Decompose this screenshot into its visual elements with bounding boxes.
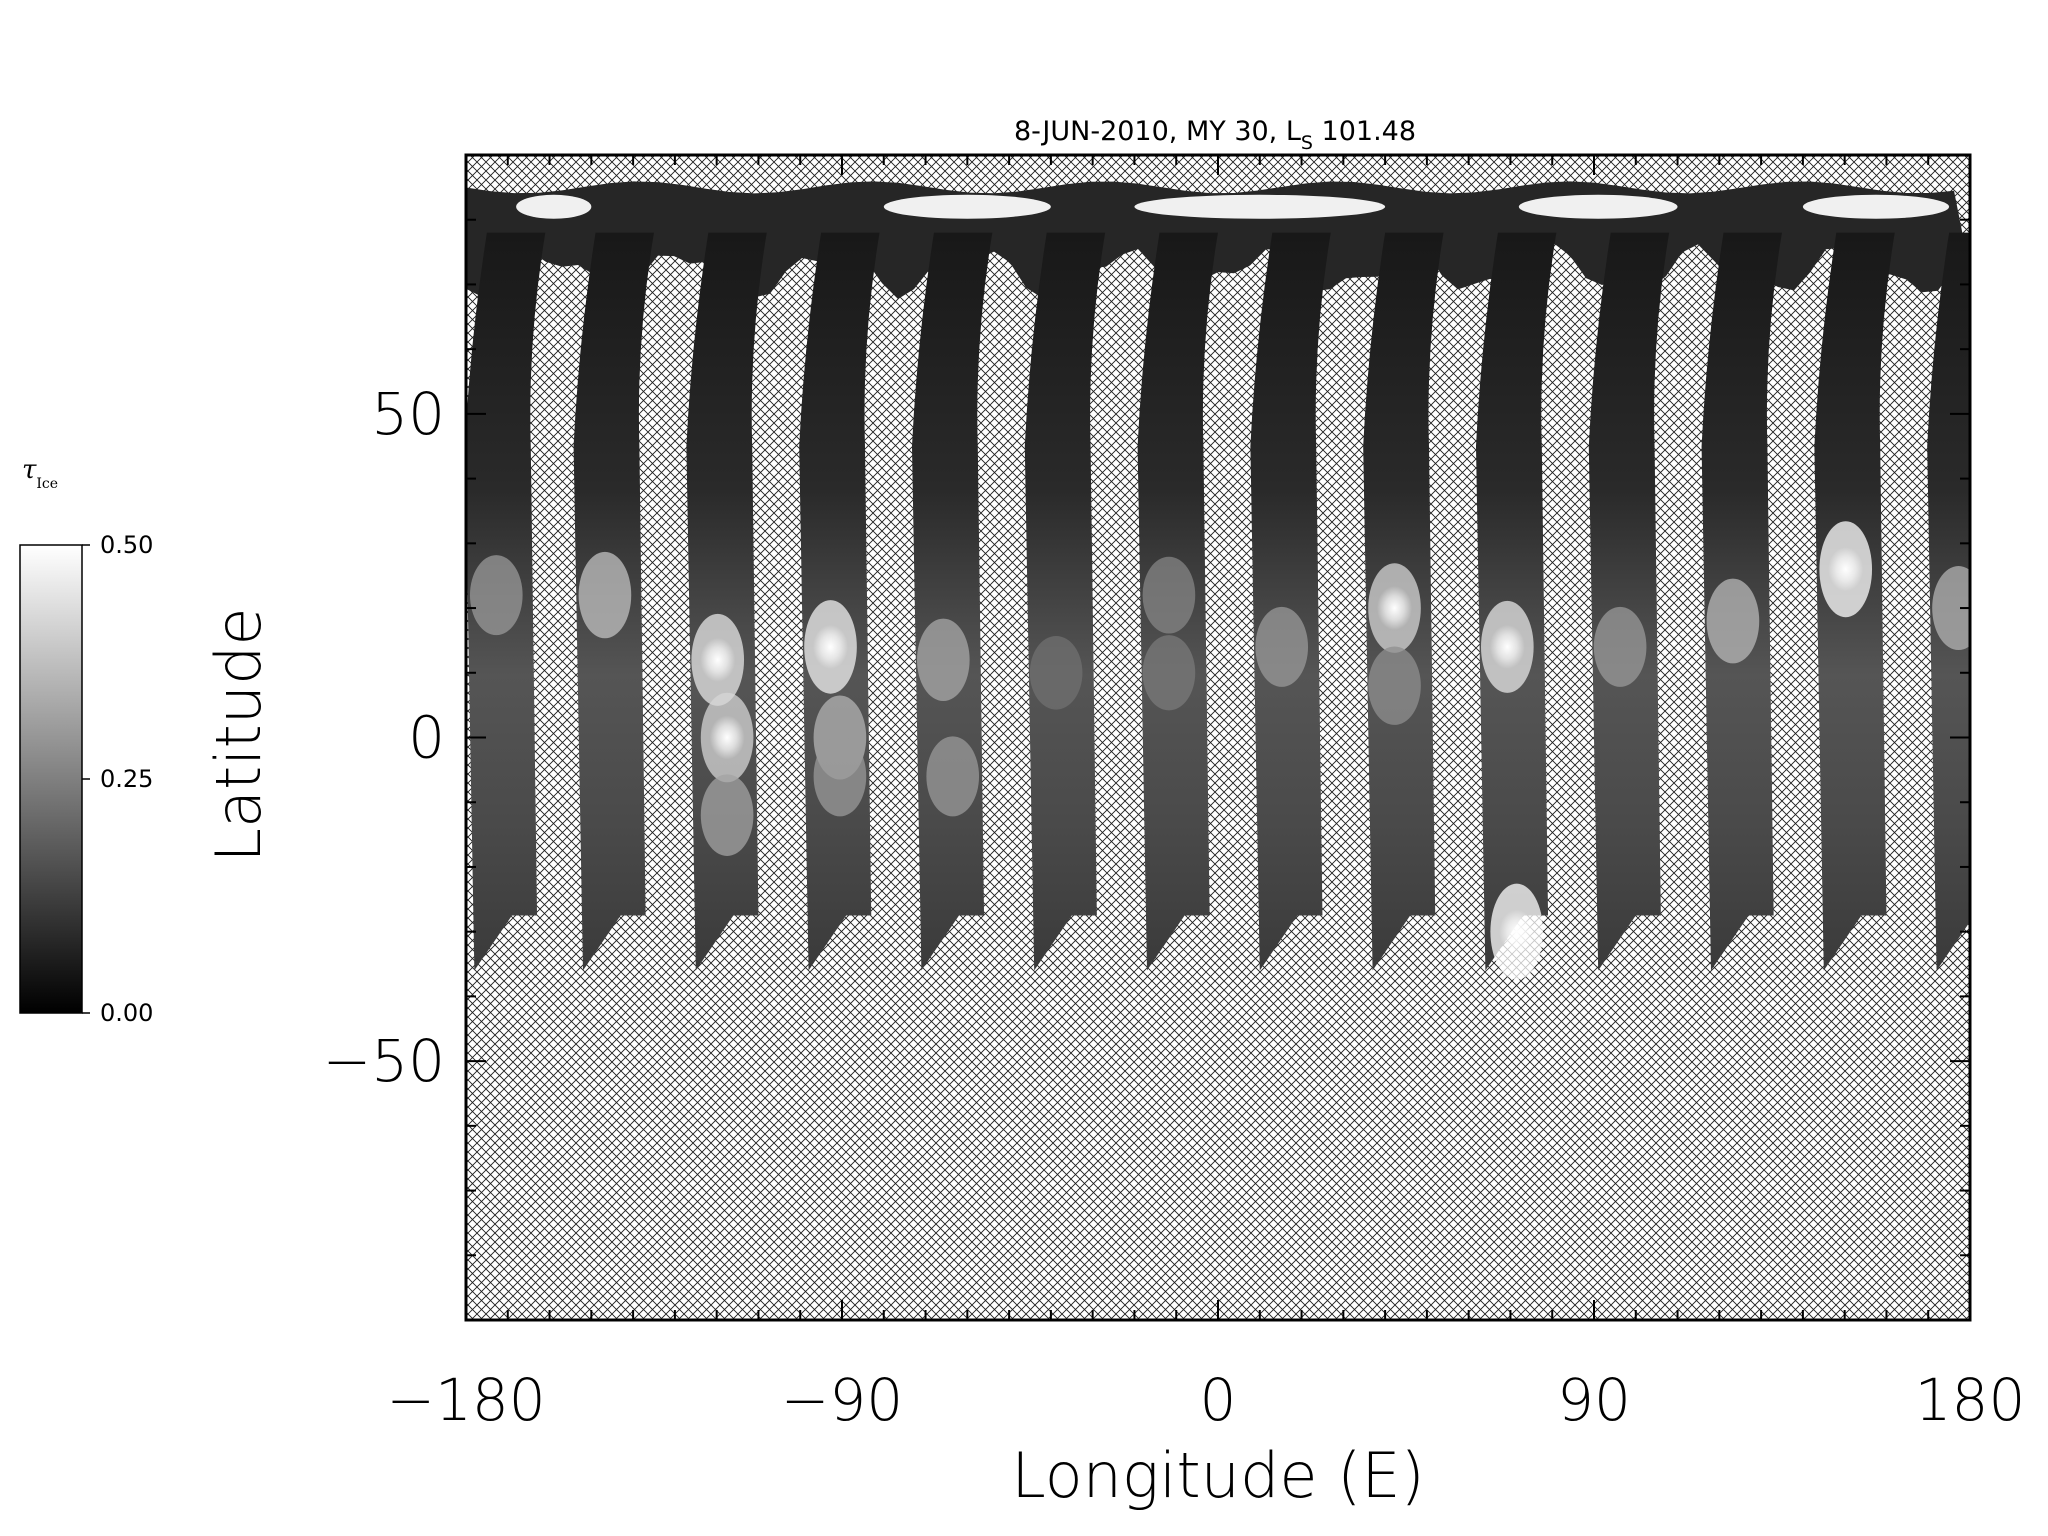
chart-title: 8-JUN-2010, MY 30, LS 101.48 [1014, 116, 1416, 154]
ice-cloud-patch [1142, 556, 1196, 634]
swath-strip [1588, 232, 1670, 971]
cap-ice-patch [1802, 194, 1950, 219]
swath [911, 232, 993, 971]
colorbar-label: τIce [22, 455, 58, 492]
ice-cloud-core [709, 715, 745, 760]
y-tick-label: 50 [371, 380, 445, 448]
y-tick-labels: −50 0 50 [323, 380, 445, 1095]
ice-cloud-patch [1255, 606, 1309, 687]
x-tick-label: −90 [781, 1366, 903, 1434]
ice-cloud-patch [1932, 566, 1970, 651]
cap-ice-patch [883, 194, 1051, 219]
x-tick-label: 0 [1200, 1366, 1237, 1434]
y-tick-label: 0 [408, 704, 445, 772]
x-tick-label: 90 [1557, 1366, 1631, 1434]
swath-group [466, 232, 1970, 980]
swath [1814, 232, 1895, 971]
ice-cloud-core [700, 637, 736, 682]
y-tick-label: −50 [323, 1027, 445, 1095]
swath-strip [1250, 232, 1331, 971]
x-tick-label: 180 [1915, 1366, 2026, 1434]
north-polar-cap [466, 181, 1970, 300]
swath [1588, 232, 1670, 971]
cap-ice-patch [1134, 194, 1386, 219]
swath-strip [1024, 232, 1106, 971]
swath [686, 232, 767, 971]
colorbar-tick-label: 0.50 [100, 531, 153, 559]
colorbar-gradient [19, 544, 83, 1014]
plot-area [466, 155, 1970, 1320]
x-tick-labels: −180 −90 0 90 180 [386, 1366, 2025, 1434]
ice-cloud-patch [813, 736, 867, 817]
swath [1927, 232, 1970, 971]
ice-cloud-patch [926, 736, 980, 817]
swath [1701, 232, 1782, 971]
colorbar-tick-label: 0.25 [100, 765, 153, 793]
ice-cloud-core [1489, 624, 1525, 669]
title-subscript: S [1301, 132, 1313, 154]
ice-cloud-core [1828, 547, 1864, 592]
swath [1250, 232, 1331, 971]
colorbar: τIce 0.00 0.25 0.50 [19, 455, 153, 1027]
colorbar-tick-label: 0.00 [100, 999, 153, 1027]
cap-ice-patch [516, 194, 592, 219]
swath [573, 232, 654, 971]
y-axis-label: Latitude [202, 607, 275, 862]
ice-cloud-patch [1706, 578, 1760, 664]
colorbar-ticks: 0.00 0.25 0.50 [82, 531, 153, 1027]
x-tick-label: −180 [386, 1366, 545, 1434]
swath [466, 232, 546, 971]
ice-cloud-core [812, 624, 849, 669]
swath [799, 232, 880, 971]
ice-cloud-patch [916, 618, 970, 702]
ice-cloud-patch [1368, 646, 1421, 725]
swath-strip [686, 232, 767, 971]
colorbar-label-subscript: Ice [36, 476, 58, 492]
swath-strip [1475, 232, 1557, 971]
swath [1475, 232, 1557, 980]
ice-cloud-patch [700, 774, 754, 856]
ice-cloud-patch [578, 551, 632, 639]
ice-cloud-patch [1029, 635, 1083, 710]
swath [1024, 232, 1106, 971]
ice-cloud-core [1499, 909, 1535, 954]
ice-cloud-core [1376, 586, 1413, 631]
cap-ice-patch [1518, 194, 1678, 219]
swath [1363, 232, 1444, 971]
ice-cloud-patch [469, 555, 523, 636]
ice-cloud-patch [1142, 635, 1196, 711]
x-axis-label: Longitude (E) [1011, 1439, 1424, 1512]
ice-cloud-patch [1593, 606, 1647, 687]
swath [1137, 232, 1218, 971]
axis-ticks [465, 154, 1971, 1321]
